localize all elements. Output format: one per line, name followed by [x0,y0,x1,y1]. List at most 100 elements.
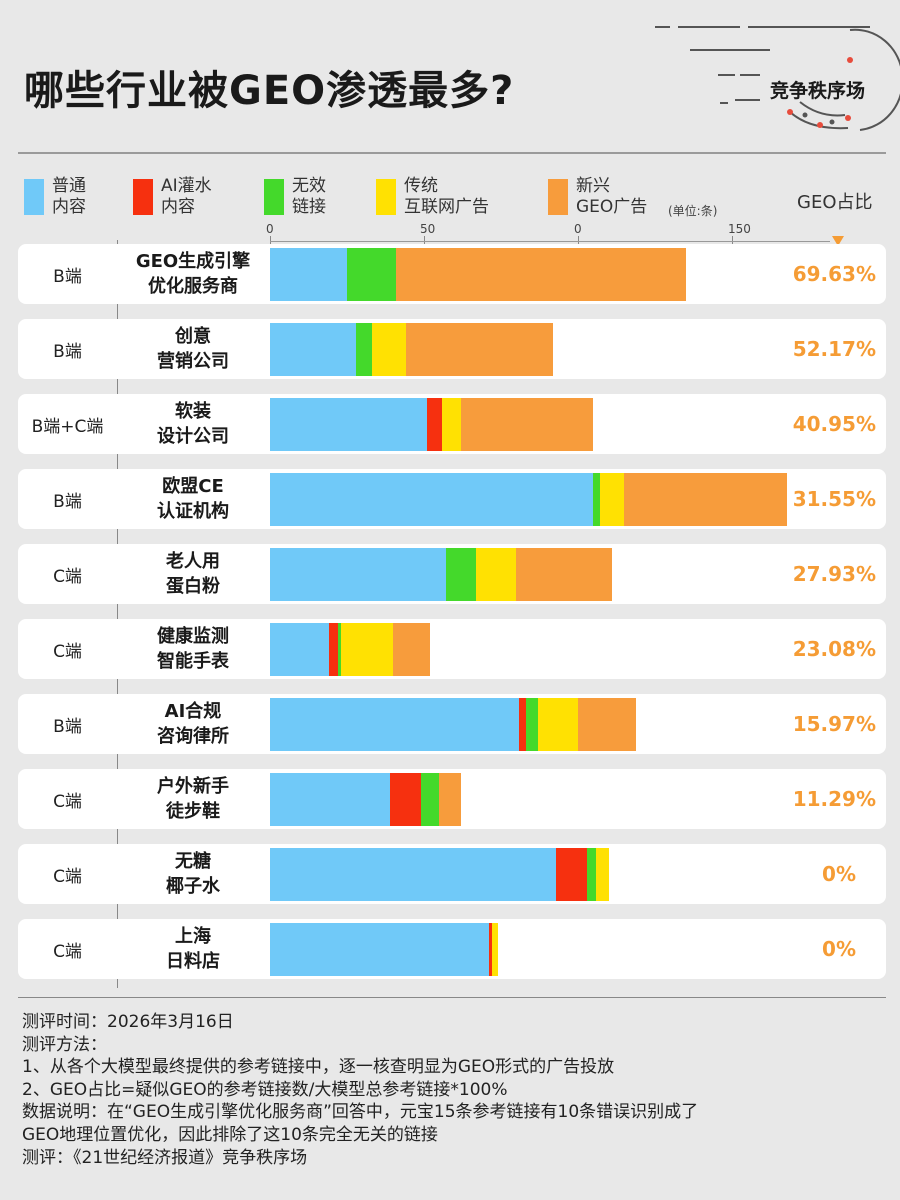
bar-segment-ai-flood [427,398,443,451]
bar-segment-ai-flood [519,698,526,751]
stacked-bar [270,323,554,376]
chart-row: B端 GEO生成引擎 优化服务商 69.63% [18,244,886,304]
note-source: 测评：《21世纪经济报道》竞争秩序场 [22,1147,308,1168]
row-geo-ratio: 0% [822,862,856,886]
row-category-line2: 徒步鞋 [166,801,220,822]
row-category-label: 无糖 椰子水 [118,844,268,904]
x-tick-label: 0 [574,222,582,236]
row-segment-type: B端 [53,341,82,362]
row-segment-type: C端 [53,566,82,587]
row-segment-type: B端+C端 [31,416,104,437]
row-geo-ratio: 15.97% [792,712,876,736]
bar-segment-normal [270,848,557,901]
bar-segment-traditional [442,398,461,451]
note-eval-time: 测评时间：2026年3月16日 [22,1012,234,1032]
bar-segment-traditional [340,623,394,676]
x-tick-label: 50 [420,222,436,236]
bar-segment-new-geo [624,473,788,526]
geo-ratio-marker [832,236,844,246]
bar-segment-traditional [599,473,625,526]
row-category-line1: 无糖 [175,851,211,872]
note-method-1: 1、从各个大模型最终提供的参考链接中，逐一核查明显为GEO形式的广告投放 [22,1057,615,1078]
row-category-label: 软装 设计公司 [118,394,268,454]
legend-swatch-ai-flood [133,179,153,215]
bar-segment-new-geo [516,548,612,601]
row-category-line1: GEO生成引擎 [135,251,251,272]
row-geo-ratio: 69.63% [792,262,876,286]
stacked-bar [270,848,609,901]
brand-logo: 竞争秩序场 [770,80,866,102]
chart-row: C端 户外新手 徒步鞋 11.29% [18,769,886,829]
bar-segment-invalid [587,848,597,901]
row-category-line1: 软装 [175,401,211,422]
chart-row: B端 AI合规咨询律所 15.97% [18,694,886,754]
row-category-line2: 咨询律所 [157,726,229,747]
stacked-bar [270,923,498,976]
row-category-line1: 欧盟CE [162,476,224,497]
chart-row: C端 老人用 蛋白粉 27.93% [18,544,886,604]
row-segment-type: C端 [53,641,82,662]
chart-row: B端 欧盟CE 认证机构 31.55% [18,469,886,529]
legend-unit: (单位:条) [668,204,718,218]
bar-segment-normal [270,473,594,526]
legend-swatch-new-geo [548,179,568,215]
bar-segment-traditional [371,323,406,376]
row-category-line1: 户外新手 [157,776,229,797]
chart-row: B端 创意 营销公司 52.17% [18,319,886,379]
legend: 普通 内容 AI灌水 内容 无效 链接 传统 互联网广告 新兴 GEO广告 (单… [0,176,900,226]
row-segment-type: C端 [53,866,82,887]
header-divider [18,152,886,154]
bar-segment-traditional [491,923,498,976]
row-category-label: 老人用 蛋白粉 [118,544,268,604]
page-title: 哪些行业被GEO渗透最多? [24,68,515,114]
axis-baseline [270,241,830,242]
row-geo-ratio: 40.95% [792,412,876,436]
row-category-line2: 营销公司 [157,351,229,372]
row-category-line1: 创意 [175,326,211,347]
row-geo-ratio: 27.93% [792,562,876,586]
row-category-line2: 优化服务商 [148,276,238,297]
bar-segment-normal [270,548,446,601]
row-segment-type: C端 [53,941,82,962]
stacked-bar [270,773,461,826]
bar-segment-normal [270,623,329,676]
note-method-title: 测评方法： [22,1034,107,1055]
notes: 测评时间：2026年3月16日 测评方法： 1、从各个大模型最终提供的参考链接中… [22,1011,892,1169]
bar-segment-normal [270,698,520,751]
bar-segment-ai-flood [556,848,588,901]
row-category-line1: AI合规 [164,701,222,722]
bar-segment-new-geo [577,698,637,751]
legend-label-invalid: 无效 链接 [292,176,326,217]
stacked-bar [270,473,788,526]
bar-segment-invalid [525,698,538,751]
bar-segment-ai-flood [488,923,492,976]
bar-segment-normal [270,398,428,451]
row-category-label: 创意 营销公司 [118,319,268,379]
label-divider-line [117,240,118,988]
row-category-line1: 健康监测 [157,626,229,647]
row-category-label: 健康监测 智能手表 [118,619,268,679]
chart-row: C端 上海 日料店 0% [18,919,886,979]
bar-segment-ai-flood [328,623,338,676]
stacked-bar [270,548,612,601]
decorative-lines [655,26,900,131]
row-category-line2: 蛋白粉 [166,576,220,597]
geo-ratio-header: GEO占比 [797,192,873,213]
bar-segment-invalid [337,623,341,676]
row-category-label: 上海 日料店 [118,919,268,979]
legend-label-traditional: 传统 互联网广告 [404,176,489,217]
bar-segment-traditional [537,698,578,751]
row-geo-ratio: 0% [822,937,856,961]
row-segment-type: B端 [53,266,82,287]
note-data-explanation: 数据说明：在“GEO生成引擎优化服务商”回答中，元宝15条参考链接有10条错误识… [22,1102,699,1123]
row-segment-type: B端 [53,716,82,737]
row-geo-ratio: 31.55% [792,487,876,511]
row-category-label: 欧盟CE 认证机构 [118,469,268,529]
bar-segment-normal [270,773,391,826]
bar-segment-new-geo [393,623,431,676]
bar-segment-traditional [476,548,517,601]
row-category-label: GEO生成引擎 优化服务商 [118,244,268,304]
bar-segment-normal [270,323,357,376]
legend-swatch-invalid [264,179,284,215]
note-data-explanation-cont: GEO地理位置优化，因此排除了这10条完全无关的链接 [22,1124,438,1145]
